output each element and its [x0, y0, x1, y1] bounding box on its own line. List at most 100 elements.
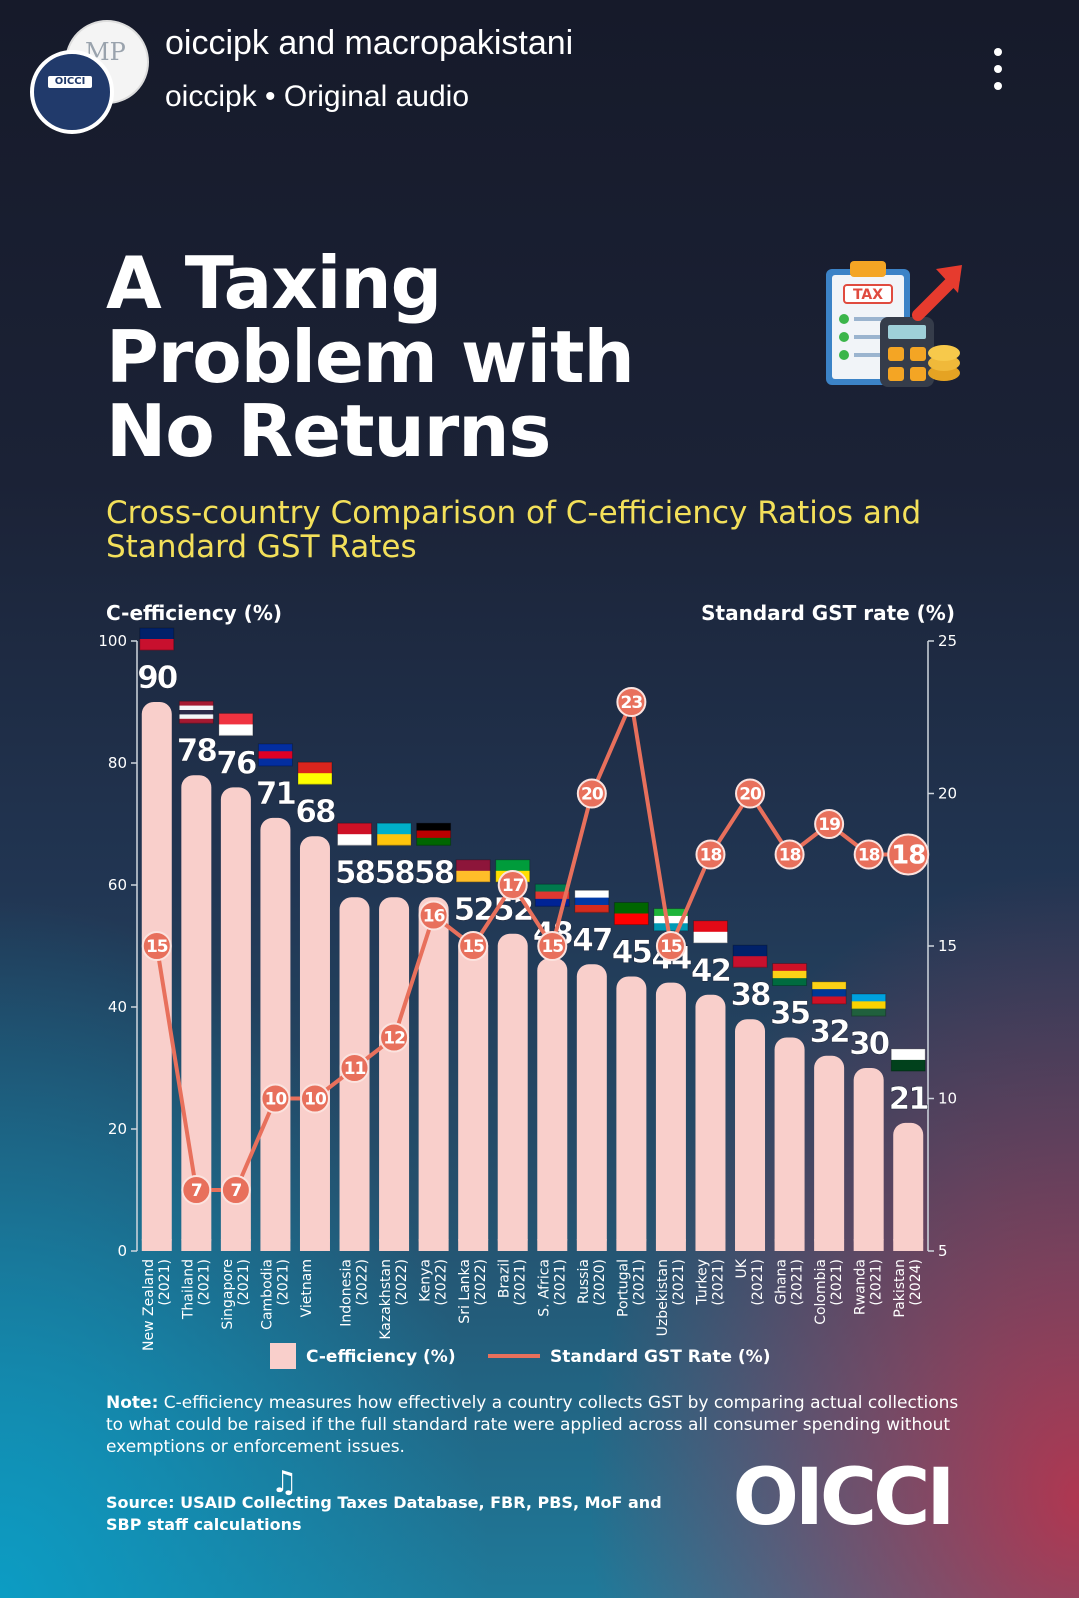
flag-stripe	[574, 904, 609, 913]
new-zealand-flag-icon	[139, 627, 175, 651]
singapore-flag-icon	[218, 712, 254, 736]
bar-value-label: 38	[730, 977, 770, 1013]
flag-border	[257, 743, 293, 767]
bar-base	[181, 1239, 212, 1251]
x-label: Brazil (2021)	[497, 1259, 529, 1306]
x-label-year: (2024)	[908, 1259, 924, 1306]
right-tick-label: 25	[938, 632, 957, 650]
flag-stripe	[258, 758, 293, 767]
x-label-country: Ghana	[774, 1259, 790, 1305]
x-label-year: (2021)	[750, 1259, 766, 1306]
bar-base	[497, 1239, 528, 1251]
gst-point-label: 16	[423, 907, 445, 927]
x-label: Colombia (2021)	[813, 1259, 845, 1325]
avatar-front-logo: OICCI	[30, 50, 114, 134]
legend-bar-label: C-efficiency (%)	[306, 1347, 456, 1367]
x-label-year: (2022)	[473, 1259, 489, 1306]
flag-stripe	[416, 823, 451, 831]
flag-border	[218, 712, 254, 736]
bar-base	[299, 1239, 330, 1251]
audio-row[interactable]: ♫ oiccipk • Original audio	[165, 80, 469, 1498]
bar	[853, 1068, 884, 1251]
gst-point	[814, 809, 845, 839]
chart: C-efficiency (%) Standard GST rate (%) 0 20…	[98, 601, 957, 1369]
x-label-country: Singapore	[220, 1259, 236, 1330]
chart-x-labels: New Zealand (2021) Thailand (2021) Singapore…	[141, 1258, 924, 1351]
gst-point-label: 18	[891, 841, 925, 871]
bar	[616, 976, 647, 1251]
russia-flag-icon	[574, 889, 610, 913]
flag-border	[692, 920, 728, 944]
x-label-year: (2021)	[671, 1259, 687, 1306]
x-label-country: Indonesia	[339, 1259, 355, 1327]
flag-stripe	[456, 859, 491, 872]
left-tick-label: 40	[108, 998, 127, 1016]
flag-stripe	[258, 751, 293, 759]
gst-point	[418, 900, 449, 931]
flag-stripe	[416, 837, 451, 846]
x-label-country: Portugal	[615, 1259, 631, 1317]
flag-stripe	[377, 834, 412, 846]
x-label: Singapore (2021)	[220, 1259, 252, 1330]
bar	[695, 994, 726, 1251]
bar	[220, 787, 251, 1251]
chart-bar-labels: 9078767168585858525248474544423835323021	[137, 660, 931, 1117]
x-label: Vietnam	[299, 1259, 315, 1317]
bar	[814, 1055, 845, 1251]
bar-base	[576, 1239, 607, 1251]
flag-border	[613, 902, 649, 925]
cambodia-flag-icon	[257, 743, 293, 767]
note-text: C-efficiency measures how effectively a …	[106, 1393, 959, 1457]
bar	[379, 897, 410, 1251]
bar	[418, 897, 449, 1251]
flag-stripe	[218, 724, 253, 736]
gst-point-label: 15	[146, 937, 168, 957]
bar-base	[695, 1239, 726, 1251]
chart-bars	[141, 702, 924, 1251]
flag-stripe	[772, 970, 807, 979]
flag-border	[534, 883, 570, 907]
chart-axes: C-efficiency (%) Standard GST rate (%) 0 20…	[98, 601, 957, 1260]
flag-border	[890, 1048, 926, 1072]
bar-value-label: 30	[849, 1026, 890, 1062]
right-tick-label: 5	[938, 1242, 948, 1260]
bar-base	[418, 1239, 449, 1251]
bar-value-label: 21	[889, 1081, 929, 1117]
more-vertical-icon[interactable]	[988, 48, 1008, 94]
kenya-flag-icon	[416, 822, 452, 846]
x-label-year: (2021)	[710, 1259, 726, 1306]
gst-point-label: 18	[779, 846, 801, 866]
flag-border	[455, 859, 491, 883]
avatar[interactable]: MP OICCI	[30, 20, 149, 134]
flag-stripe	[139, 639, 174, 651]
bar-base	[339, 1239, 370, 1251]
note: Note: C-efficiency measures how effectiv…	[106, 1392, 966, 1458]
flag-stripe	[614, 902, 649, 914]
gst-point-label: 17	[502, 876, 524, 896]
gst-point	[887, 833, 930, 876]
flag-stripe	[535, 884, 570, 892]
x-label-year: (2022)	[434, 1259, 450, 1306]
flag-stripe	[614, 913, 649, 925]
flag-stripe	[851, 1001, 886, 1009]
x-label: Russia (2020)	[576, 1259, 608, 1306]
account-names[interactable]: oiccipk and macropakistani	[165, 24, 574, 62]
bar	[655, 982, 686, 1251]
bar	[893, 1122, 924, 1251]
avatar-front-text: OICCI	[48, 76, 92, 88]
chart-legend: C-efficiency (%) Standard GST Rate (%)	[270, 1343, 770, 1369]
bar-value-label: 78	[177, 733, 217, 769]
x-label-country: Cambodia	[259, 1259, 275, 1330]
bar-value-label: 45	[612, 935, 652, 971]
bar-value-label: 68	[295, 794, 335, 830]
x-label-year: (2022)	[394, 1259, 410, 1306]
bar-value-label: 58	[375, 855, 415, 891]
uzbekistan-flag-icon	[653, 908, 689, 932]
source: Source: USAID Collecting Taxes Database,…	[106, 1493, 662, 1534]
tax-badge: TAX	[853, 287, 883, 303]
chart-flags	[139, 627, 926, 1072]
x-label-year: (2021)	[157, 1259, 173, 1306]
x-label: Turkey (2021)	[694, 1259, 726, 1306]
gst-point	[695, 839, 726, 870]
flag-stripe	[653, 915, 688, 924]
